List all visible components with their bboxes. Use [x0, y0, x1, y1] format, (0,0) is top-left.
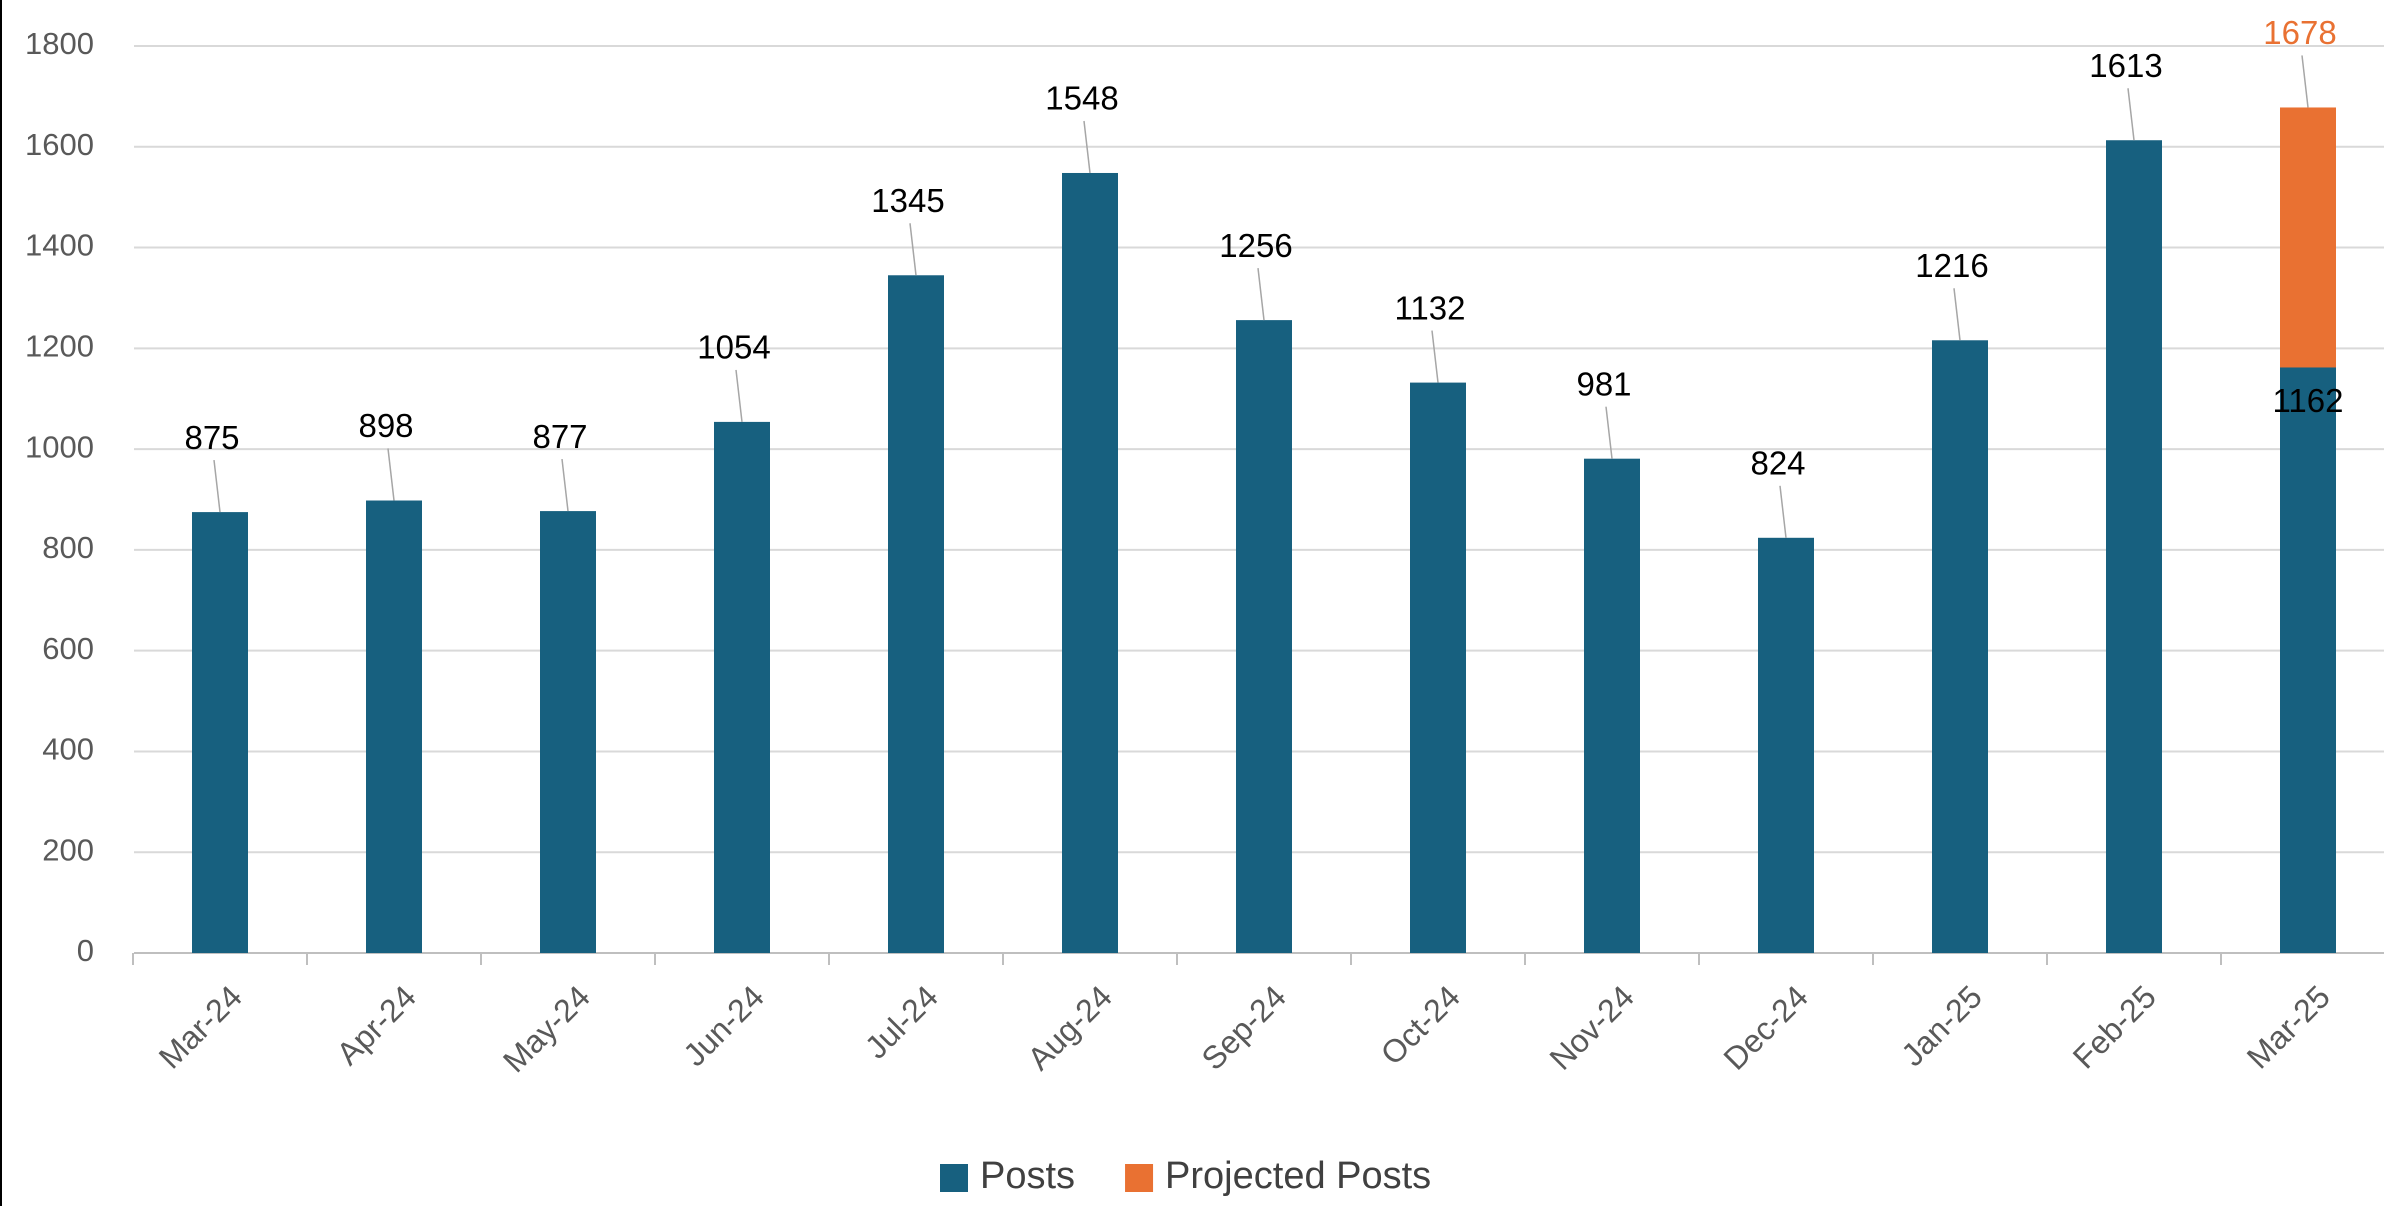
bar	[1236, 320, 1292, 953]
data-label: 1678	[2263, 14, 2336, 51]
data-label: 875	[184, 419, 239, 456]
leader-line	[1779, 485, 1787, 538]
legend-swatch	[1125, 1164, 1154, 1192]
bar	[2106, 140, 2162, 953]
bar	[1584, 458, 1640, 953]
leader-line	[387, 448, 395, 501]
data-label: 877	[532, 418, 587, 455]
x-tick-label: Jul-24	[858, 978, 945, 1065]
x-tick-label: Mar-25	[2240, 978, 2337, 1075]
x-tick-label: Jan-25	[1894, 978, 1989, 1073]
leader-line	[1431, 330, 1439, 383]
leader-line	[735, 369, 743, 422]
bar	[192, 512, 248, 953]
x-tick-label: Apr-24	[330, 978, 423, 1071]
legend-label: Posts	[980, 1155, 1075, 1197]
leader-line	[2301, 55, 2309, 108]
data-label: 824	[1750, 445, 1805, 482]
data-label: 1613	[2089, 47, 2162, 84]
y-tick-label: 200	[42, 832, 94, 867]
y-tick-label: 1200	[25, 329, 94, 364]
bar	[1932, 340, 1988, 953]
leader-line	[1605, 406, 1613, 459]
bar	[1062, 172, 1118, 954]
bar	[714, 421, 770, 953]
y-tick-label: 1000	[25, 429, 94, 464]
bar	[1758, 537, 1814, 953]
leader-line	[561, 459, 569, 512]
data-label: 981	[1576, 365, 1631, 402]
data-label: 1548	[1045, 80, 1118, 117]
data-label: 1256	[1219, 227, 1292, 264]
bar	[1410, 382, 1466, 953]
y-tick-label: 600	[42, 631, 94, 666]
bar	[540, 511, 596, 953]
x-tick-label: Oct-24	[1374, 978, 1467, 1071]
y-tick-label: 1400	[25, 228, 94, 263]
y-tick-label: 800	[42, 530, 94, 565]
y-tick-label: 1600	[25, 127, 94, 162]
left-border	[0, 0, 2, 1206]
x-tick-label: May-24	[496, 978, 597, 1079]
x-tick-label: Nov-24	[1543, 978, 1641, 1076]
legend-swatch	[940, 1164, 968, 1192]
bar	[888, 275, 944, 954]
data-label: 898	[358, 407, 413, 444]
data-label: 1132	[1395, 289, 1466, 326]
data-label: 1162	[2273, 382, 2344, 419]
data-label: 1054	[697, 329, 770, 366]
leader-line	[213, 460, 221, 513]
leader-line	[909, 223, 917, 276]
x-tick-label: Aug-24	[1021, 978, 1119, 1076]
bar	[366, 500, 422, 953]
y-tick-label: 0	[77, 933, 94, 968]
y-tick-label: 1800	[25, 26, 94, 61]
y-tick-label: 400	[42, 732, 94, 767]
data-label: 1345	[871, 182, 944, 219]
x-tick-label: Jun-24	[676, 978, 771, 1073]
x-tick-label: Feb-25	[2066, 978, 2163, 1075]
data-label: 1216	[1915, 247, 1988, 284]
leader-line	[1083, 120, 1091, 174]
bar	[2280, 367, 2336, 954]
x-tick-label: Mar-24	[152, 978, 249, 1075]
leader-line	[1257, 268, 1265, 321]
legend-label: Projected Posts	[1165, 1155, 1431, 1197]
x-tick-label: Sep-24	[1195, 978, 1293, 1076]
x-tick-label: Dec-24	[1717, 978, 1815, 1076]
leader-line	[2127, 88, 2135, 141]
leader-line	[1953, 288, 1961, 341]
